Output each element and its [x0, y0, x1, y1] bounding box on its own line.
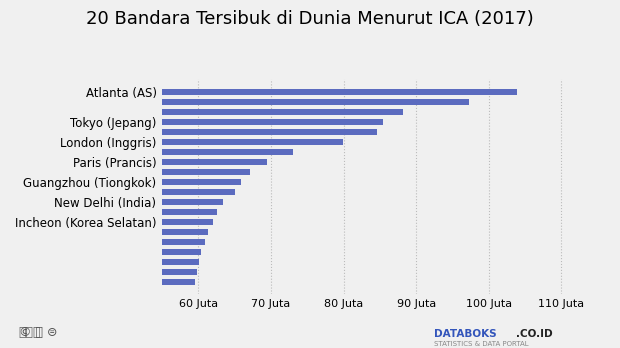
- Bar: [0, 209, 216, 215]
- Bar: [0, 249, 201, 255]
- Bar: [0, 119, 383, 125]
- Bar: [0, 189, 236, 195]
- Text: ⒸⒸⒸ: ⒸⒸⒸ: [19, 326, 41, 339]
- Text: 20 Bandara Tersibuk di Dunia Menurut ICA (2017): 20 Bandara Tersibuk di Dunia Menurut ICA…: [86, 10, 534, 29]
- Bar: [0, 109, 404, 114]
- Text: © ⓘ ⊜: © ⓘ ⊜: [19, 326, 57, 339]
- Bar: [0, 269, 197, 275]
- Bar: [0, 149, 293, 155]
- Bar: [0, 129, 377, 135]
- Bar: [0, 219, 213, 225]
- Text: DATABOKS: DATABOKS: [434, 329, 497, 339]
- Text: STATISTICS & DATA PORTAL: STATISTICS & DATA PORTAL: [434, 341, 529, 347]
- Text: .CO.ID: .CO.ID: [516, 329, 553, 339]
- Bar: [0, 179, 241, 185]
- Bar: [0, 169, 250, 175]
- Bar: [0, 159, 267, 165]
- Bar: [0, 239, 205, 245]
- Bar: [0, 139, 343, 145]
- Bar: [0, 199, 223, 205]
- Bar: [0, 89, 517, 95]
- Bar: [0, 279, 195, 285]
- Bar: [0, 259, 199, 265]
- Bar: [0, 99, 469, 105]
- Bar: [0, 229, 208, 235]
